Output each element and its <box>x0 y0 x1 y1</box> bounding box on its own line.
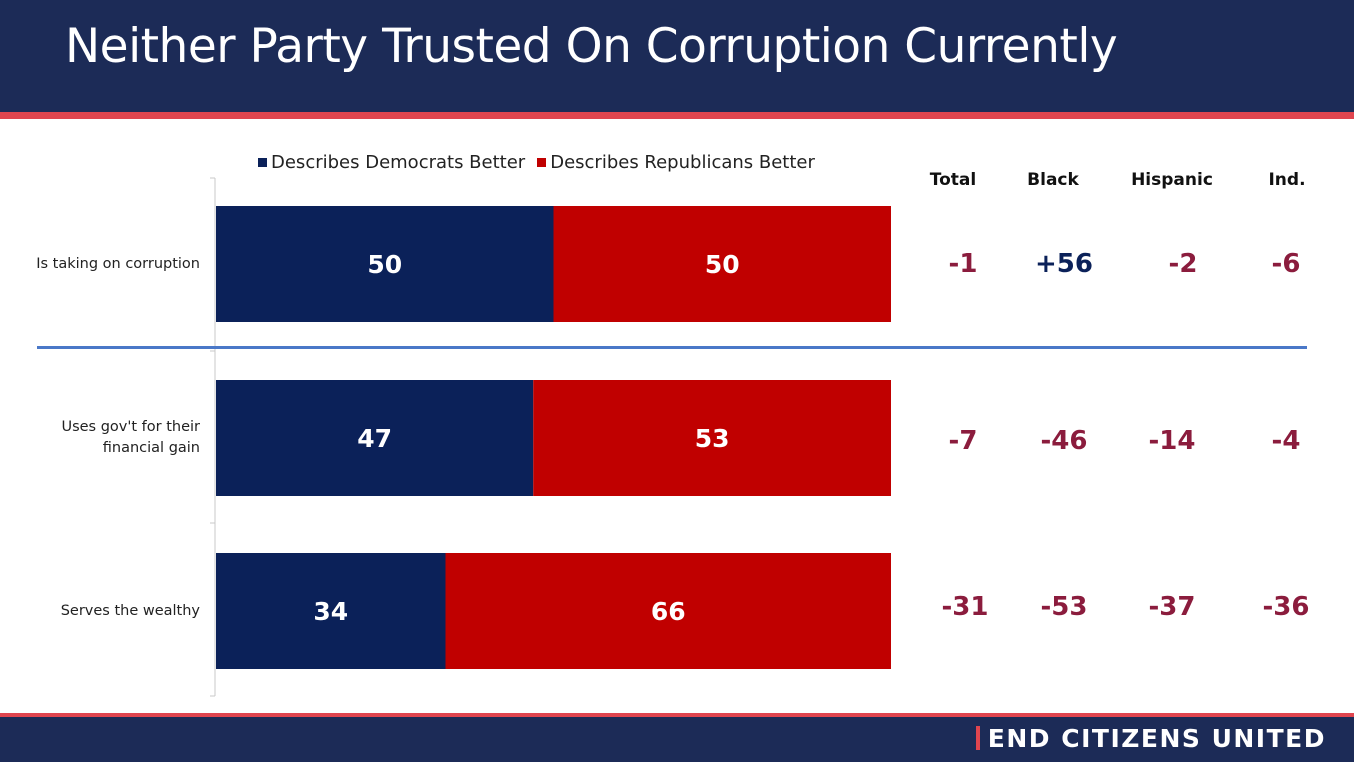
footer-bar <box>0 717 1354 762</box>
bar-label-republicans-corruption: 50 <box>705 250 740 279</box>
bar-label-democrats-financial-gain: 47 <box>357 424 392 453</box>
chart-legend: Describes Democrats Better Describes Rep… <box>258 150 815 174</box>
bar-democrats-wealthy <box>216 553 446 669</box>
diff-financial-gain-ind: -4 <box>1271 426 1301 456</box>
legend-swatch-republicans <box>537 157 547 167</box>
row-label-corruption: Is taking on corruption <box>36 256 200 272</box>
bar-democrats-corruption <box>216 206 554 322</box>
brand-logo-bar <box>975 726 980 750</box>
diff-corruption-black: +56 <box>1035 249 1093 279</box>
row-label-financial-gain: Uses gov't for their financial gain <box>61 419 200 456</box>
bar-label-democrats-corruption: 50 <box>367 250 402 279</box>
column-header-ind: Ind. <box>1268 170 1306 190</box>
diff-financial-gain-total: -7 <box>948 426 978 456</box>
row-divider <box>37 346 1307 349</box>
diff-corruption-hispanic: -2 <box>1168 249 1198 279</box>
footer-accent-stripe <box>0 713 1354 717</box>
header-bar <box>0 0 1354 112</box>
bar-label-republicans-financial-gain: 53 <box>695 424 730 453</box>
bar-republicans-wealthy <box>445 553 891 669</box>
legend-item-republicans: Describes Republicans Better <box>537 152 815 173</box>
legend-label-democrats: Describes Democrats Better <box>271 151 526 173</box>
slide-title: Neither Party Trusted On Corruption Curr… <box>65 19 1118 74</box>
legend-label-republicans: Describes Republicans Better <box>550 151 815 173</box>
column-header-hispanic: Hispanic <box>1131 170 1213 190</box>
brand-logo: END CITIZENS UNITED <box>975 720 1326 756</box>
diff-wealthy-black: -53 <box>1040 592 1088 622</box>
bar-republicans-financial-gain <box>533 380 891 496</box>
brand-logo-text: END CITIZENS UNITED <box>987 723 1326 753</box>
column-header-black: Black <box>1027 170 1079 190</box>
diff-wealthy-total: -31 <box>941 592 989 622</box>
diff-corruption-total: -1 <box>948 249 978 279</box>
bar-republicans-corruption <box>553 206 891 322</box>
diff-wealthy-hispanic: -37 <box>1148 592 1196 622</box>
diff-financial-gain-hispanic: -14 <box>1148 426 1196 456</box>
legend-item-democrats: Describes Democrats Better <box>258 152 525 173</box>
diff-financial-gain-black: -46 <box>1040 426 1088 456</box>
header-accent-stripe <box>0 112 1354 119</box>
bar-label-republicans-wealthy: 66 <box>651 597 686 626</box>
bar-democrats-financial-gain <box>216 380 534 496</box>
diff-corruption-ind: -6 <box>1271 249 1301 279</box>
diff-wealthy-ind: -36 <box>1262 592 1310 622</box>
row-label-wealthy: Serves the wealthy <box>60 603 200 619</box>
column-header-total: Total <box>929 170 977 190</box>
legend-swatch-democrats <box>258 157 267 167</box>
bar-label-democrats-wealthy: 34 <box>313 597 348 626</box>
